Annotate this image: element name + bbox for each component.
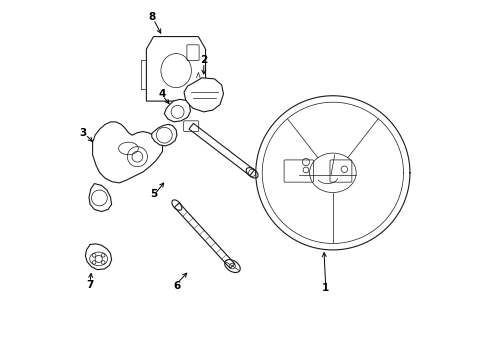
Polygon shape <box>93 122 163 183</box>
Text: 4: 4 <box>158 89 166 99</box>
Polygon shape <box>189 123 254 176</box>
Text: 5: 5 <box>150 189 157 199</box>
Text: 8: 8 <box>148 12 155 22</box>
Text: 1: 1 <box>322 283 329 293</box>
Polygon shape <box>89 184 112 212</box>
Polygon shape <box>184 78 223 112</box>
Text: 3: 3 <box>79 129 87 138</box>
Polygon shape <box>147 37 205 101</box>
Polygon shape <box>174 203 235 268</box>
Polygon shape <box>85 244 112 270</box>
Polygon shape <box>152 125 177 146</box>
Text: 6: 6 <box>173 281 180 291</box>
Polygon shape <box>164 99 191 122</box>
Text: 2: 2 <box>200 55 207 65</box>
Text: 7: 7 <box>86 280 94 290</box>
